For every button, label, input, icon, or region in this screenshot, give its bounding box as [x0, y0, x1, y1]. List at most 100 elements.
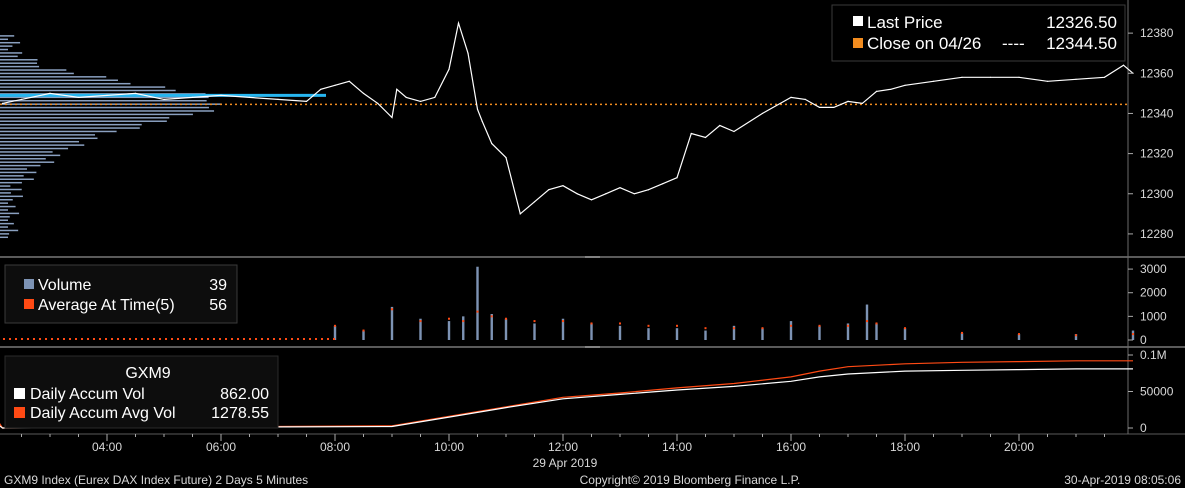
avg-baseline-dot [171, 338, 173, 340]
avg-at-time-dot [448, 317, 450, 320]
avg-at-time-dot [961, 331, 963, 334]
volume-bar [561, 318, 565, 340]
profile-bar [0, 79, 118, 82]
profile-bar [0, 154, 61, 157]
accum-avg-value: 1278.55 [211, 405, 269, 422]
avg-baseline-dot [105, 338, 107, 340]
price-point [932, 80, 935, 82]
price-ytick-label: 12360 [1140, 66, 1174, 80]
avg-baseline-dot [303, 338, 305, 340]
profile-bar [0, 181, 22, 184]
avg-at-time-dot [733, 327, 735, 330]
profile-bar [0, 48, 8, 51]
last-price-value: 12326.50 [1046, 13, 1117, 32]
avg-baseline-dot [135, 338, 137, 340]
price-point [1018, 76, 1020, 78]
price-point [1, 102, 4, 104]
price-point [49, 92, 51, 94]
volume-ytick-label: 2000 [1140, 286, 1167, 300]
x-tick-label: 16:00 [776, 440, 806, 454]
price-point [481, 120, 483, 123]
profile-bar [0, 202, 8, 204]
last-price-label: Last Price [867, 13, 943, 32]
profile-bar [0, 151, 53, 153]
avg-baseline-dot [123, 338, 125, 340]
price-point [647, 189, 650, 191]
profile-bar [0, 178, 34, 181]
price-panel: 12280 12300 12320 12340 12360 12380 [0, 20, 1174, 241]
x-tick-label: 04:00 [92, 440, 122, 454]
price-legend-box [831, 4, 1126, 62]
price-legend[interactable]: Last Price 12326.50 Close on 04/26 ---- … [831, 4, 1126, 62]
price-point [405, 96, 407, 98]
avg-baseline-dot [195, 338, 197, 340]
price-point [419, 100, 422, 102]
profile-bar [0, 96, 209, 99]
volume-bar [647, 328, 650, 340]
accum-ticker: GXM9 [125, 365, 170, 382]
volume-ytick-label: 0 [1140, 333, 1147, 347]
avg-baseline-dot [279, 338, 281, 340]
price-point [348, 80, 350, 82]
profile-bar [0, 140, 80, 143]
volume-legend[interactable]: Volume 39 Average At Time(5) 56 [4, 264, 238, 324]
prev-close-swatch [853, 38, 863, 48]
accum-legend[interactable]: GXM9 Daily Accum Vol 862.00 Daily Accum … [4, 355, 279, 429]
volume-bar [1131, 330, 1135, 340]
volume-bar [818, 325, 821, 340]
prev-close-label: Close on 04/26 [867, 34, 981, 53]
profile-bar [0, 55, 18, 58]
profile-bar [0, 38, 8, 41]
avg-baseline-dot [225, 338, 227, 340]
price-ytick-label: 12280 [1140, 227, 1174, 241]
avg-baseline-dot [81, 338, 83, 340]
price-point [248, 96, 251, 98]
profile-bar [0, 195, 23, 198]
volume-bar [333, 325, 337, 340]
profile-bar [0, 209, 8, 211]
price-point [719, 124, 721, 127]
avg-at-time-dot [676, 324, 678, 327]
volume-bar [865, 304, 869, 340]
profile-bar [0, 147, 69, 150]
price-point [391, 116, 393, 119]
price-point [633, 193, 635, 195]
volume-bar [732, 325, 736, 340]
avg-at-time-dot [562, 320, 564, 323]
profile-bar [0, 65, 40, 68]
profile-bar [0, 137, 98, 140]
price-point [1103, 76, 1106, 78]
avg-baseline-dot [69, 338, 71, 340]
volume-bar [761, 328, 764, 340]
avg-at-time-dot [790, 324, 792, 327]
avg-at-time-dot [505, 317, 507, 320]
profile-bar [0, 216, 10, 218]
profile-bar [0, 161, 55, 163]
volume-bar [490, 314, 493, 340]
avg-at-time-dot [476, 310, 479, 313]
x-tick-label: 20:00 [1004, 440, 1034, 454]
profile-bar [0, 110, 215, 112]
price-point [467, 52, 469, 54]
x-tick-label: 10:00 [434, 440, 464, 454]
volume-bar [447, 321, 451, 340]
price-point [590, 199, 593, 201]
price-point [576, 193, 578, 195]
accum-avg-label: Daily Accum Avg Vol [30, 405, 176, 422]
volume-bar [675, 328, 679, 340]
volume-ytick-label: 1000 [1140, 309, 1167, 323]
avg-at-time-dot [1132, 333, 1134, 336]
volume-ytick-label: 3000 [1140, 262, 1167, 276]
avg-baseline-dot [87, 338, 89, 340]
profile-bar [0, 229, 19, 232]
accum-ytick-label: 50000 [1140, 385, 1174, 399]
avg-baseline-dot [207, 338, 209, 340]
accum-vol-swatch [14, 388, 25, 399]
accum-vol-value: 862.00 [220, 386, 269, 403]
price-point [761, 112, 764, 115]
avg-baseline-dot [111, 338, 113, 340]
price-point [861, 102, 863, 104]
avg-at-time-dot [1075, 334, 1077, 337]
profile-bar [0, 82, 131, 85]
profile-bar [0, 41, 21, 44]
